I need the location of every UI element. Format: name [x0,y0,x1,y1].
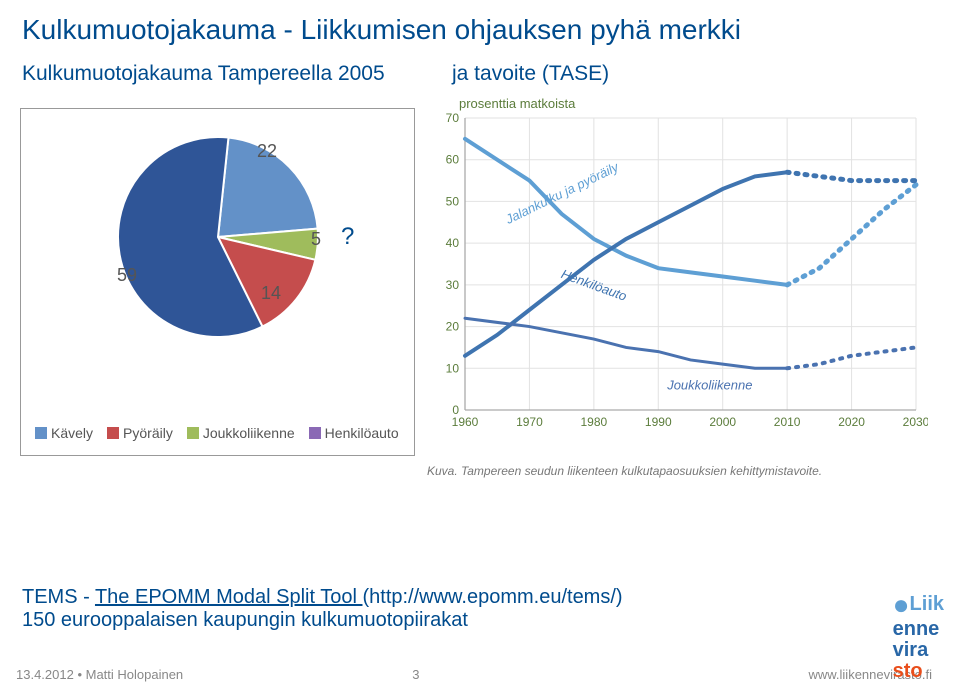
svg-text:50: 50 [446,194,460,208]
svg-text:1990: 1990 [645,415,672,429]
logo-line-4: sto [893,660,923,682]
svg-text:60: 60 [446,153,460,167]
legend-item: Kävely [35,425,93,441]
pie-chart [103,122,333,352]
svg-text:2020: 2020 [838,415,865,429]
pie-chart-panel: 22 5 14 59 ? Kävely Pyöräily Joukkoliike… [20,108,415,456]
legend-box [107,427,119,439]
series-label: Joukkoliikenne [667,377,752,392]
legend-label: Pyöräily [123,425,173,441]
svg-text:1980: 1980 [581,415,608,429]
subtitle-row: Kulkumuotojakauma Tampereella 2005 ja ta… [0,54,960,90]
pie-label-14: 14 [261,283,281,304]
legend-label: Kävely [51,425,93,441]
line-chart-panel: prosenttia matkoista 0102030405060701960… [423,90,928,480]
legend-item: Joukkoliikenne [187,425,295,441]
svg-text:40: 40 [446,236,460,250]
legend-box [309,427,321,439]
pie-label-22: 22 [257,141,277,162]
logo-line-2: enne [893,618,940,640]
pie-question-mark: ? [341,223,354,251]
subtitle-left: Kulkumuotojakauma Tampereella 2005 [22,62,452,86]
svg-text:30: 30 [446,278,460,292]
bottom-line2: 150 eurooppalaisen kaupungin kulkumuotop… [22,609,468,631]
svg-text:70: 70 [446,111,460,125]
footer: 13.4.2012 • Matti Holopainen 3 www.liike… [0,667,960,682]
svg-text:10: 10 [446,361,460,375]
pie-label-59: 59 [117,265,137,286]
svg-text:20: 20 [446,320,460,334]
page-title: Kulkumuotojakauma - Liikkumisen ohjaukse… [0,0,960,54]
logo-line-1: Liik [910,593,944,615]
line-chart: 0102030405060701960197019801990200020102… [423,90,928,450]
bottom-suffix: (http://www.epomm.eu/tems/) [362,586,622,608]
footer-left: 13.4.2012 • Matti Holopainen [16,667,412,682]
line-chart-caption: Kuva. Tampereen seudun liikenteen kulkut… [427,464,822,478]
pie-label-5: 5 [311,229,321,250]
pie-legend: Kävely Pyöräily Joukkoliikenne Henkilöau… [35,425,400,441]
legend-label: Henkilöauto [325,425,399,441]
svg-text:2000: 2000 [709,415,736,429]
legend-box [35,427,47,439]
liikennevirasto-logo: ●Liik enne vira sto [893,590,944,682]
legend-label: Joukkoliikenne [203,425,295,441]
bottom-link[interactable]: The EPOMM Modal Split Tool [95,586,363,608]
svg-text:2030: 2030 [903,415,928,429]
legend-box [187,427,199,439]
svg-text:1960: 1960 [452,415,479,429]
svg-text:2010: 2010 [774,415,801,429]
logo-line-3: vira [893,639,929,661]
footer-page-number: 3 [412,667,808,682]
legend-item: Pyöräily [107,425,173,441]
subtitle-right: ja tavoite (TASE) [452,62,938,86]
legend-item: Henkilöauto [309,425,399,441]
bottom-prefix: TEMS - [22,586,95,608]
svg-text:1970: 1970 [516,415,543,429]
bottom-text: TEMS - The EPOMM Modal Split Tool (http:… [22,586,623,632]
